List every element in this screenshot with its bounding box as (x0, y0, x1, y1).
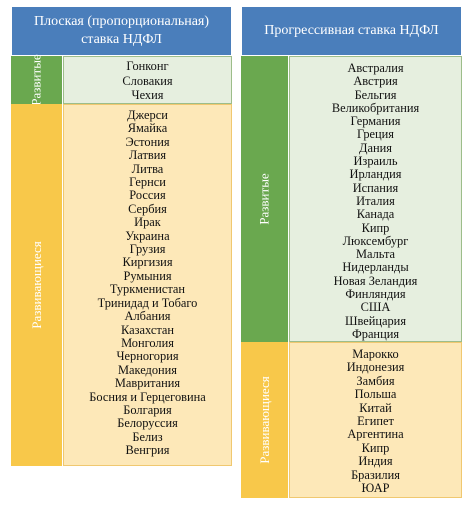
flat-developing-label: Развивающиеся (28, 241, 44, 329)
country-item: Румыния (123, 268, 172, 283)
country-item: Белиз (132, 429, 163, 444)
country-item: Бразилия (351, 467, 400, 482)
country-item: Мавритания (114, 376, 181, 391)
country-item: Нидерланды (342, 260, 409, 275)
country-item: Бельгия (354, 87, 397, 102)
country-item: США (360, 300, 391, 315)
country-item: Казахстан (120, 322, 175, 337)
country-item: Грузия (129, 242, 166, 257)
country-item: Кипр (361, 440, 390, 455)
country-item: Босния и Герцеговина (89, 389, 206, 404)
flat-developed-label: Развитые (28, 54, 44, 106)
country-item: Индия (358, 454, 393, 469)
progressive-developed-label-cell: Развитые (241, 56, 289, 342)
country-item: Литва (131, 161, 164, 176)
country-item: Чехия (131, 88, 164, 102)
country-item: Россия (129, 188, 166, 203)
country-item: Болгария (123, 402, 172, 417)
country-item: Дания (359, 140, 392, 155)
country-item: Индонезия (346, 360, 405, 375)
progressive-tax-header: Прогрессивная ставка НДФЛ (241, 6, 462, 56)
flat-tax-header: Плоская (пропорциональная) ставка НДФЛ (11, 6, 232, 56)
country-item: Египет (357, 414, 394, 429)
country-item: Джерси (127, 108, 168, 122)
country-item: Израиль (353, 154, 398, 169)
country-item: Аргентина (347, 427, 404, 442)
country-item: Монголия (121, 335, 174, 350)
country-item: Эстония (125, 134, 170, 149)
progressive-developed-country-list: Австралия Австрия Бельгия Великобритания Гер… (289, 56, 462, 342)
flat-developed-country-list: Гонконг Словакия Чехия (63, 56, 232, 104)
progressive-developing-label-cell: Развивающиеся (241, 342, 289, 498)
country-item: Мальта (355, 247, 396, 262)
progressive-developing-country-list: Марокко Индонезия Замбия Польша Китай Египет А… (289, 342, 462, 498)
country-item: Испания (352, 180, 399, 195)
country-item: Сербия (128, 201, 167, 216)
country-item: Швейцария (344, 313, 407, 328)
country-item: Словакия (122, 73, 173, 88)
country-item: Македония (117, 362, 178, 377)
country-item: Черногория (116, 349, 179, 364)
country-item: Ямайка (127, 121, 168, 136)
country-item: Финляндия (345, 287, 406, 302)
flat-developing-label-cell: Развивающиеся (11, 104, 63, 466)
country-item: Марокко (352, 347, 399, 361)
flat-developed-label-cell: Развитые (11, 54, 63, 106)
country-item: Албания (124, 309, 171, 324)
country-item: Австрия (353, 74, 398, 89)
country-item: Люксембург (342, 233, 409, 248)
country-item: Замбия (356, 373, 395, 388)
country-item: Украина (125, 228, 170, 243)
country-item: Франция (351, 326, 400, 341)
country-item: Киргизия (122, 255, 173, 270)
country-item: Великобритания (331, 100, 420, 115)
country-item: Греция (356, 127, 395, 142)
progressive-developing-label: Развивающиеся (256, 376, 272, 464)
country-item: Канада (356, 207, 395, 222)
flat-developing-country-list: Джерси Ямайка Эстония Латвия Литва Гернси Росс… (63, 104, 232, 466)
country-item: Гернси (129, 175, 166, 190)
country-item: Тринидад и Тобаго (97, 295, 198, 310)
country-item: Китай (359, 400, 392, 415)
country-item: Польша (354, 387, 397, 402)
country-item: Туркменистан (109, 282, 186, 297)
country-item: Новая Зеландия (333, 273, 418, 288)
country-item: Латвия (128, 148, 167, 163)
flat-tax-header-text: Плоская (пропорциональная) ставка НДФЛ (33, 14, 210, 47)
country-item: Италия (356, 193, 395, 208)
country-item: Австралия (347, 61, 404, 75)
country-item: Кипр (361, 220, 390, 235)
country-item: Белоруссия (117, 416, 178, 431)
country-item: Гонконг (126, 59, 169, 73)
progressive-tax-header-text: Прогрессивная ставка НДФЛ (264, 23, 439, 38)
country-item: Германия (350, 114, 401, 129)
country-item: Ирландия (349, 167, 402, 182)
country-item: Ирак (134, 215, 161, 230)
progressive-developed-label: Развитые (256, 173, 272, 225)
country-item: Венгрия (125, 443, 170, 458)
country-item: ЮАР (361, 481, 390, 496)
